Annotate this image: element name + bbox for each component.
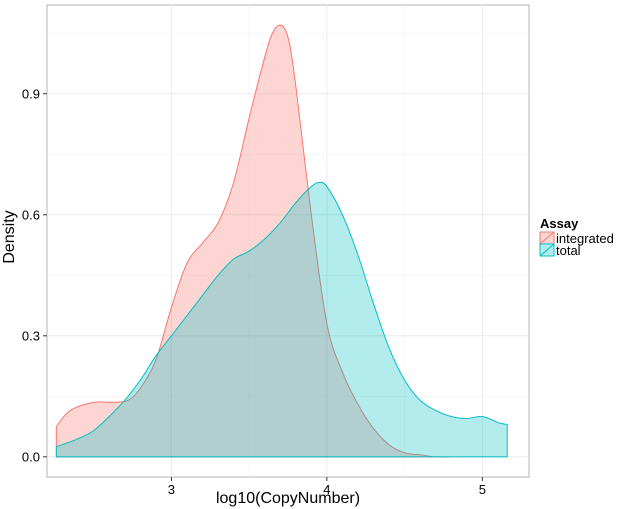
x-tick-label: 3 — [168, 482, 175, 497]
legend-item-integrated: integrated — [539, 231, 614, 246]
y-tick-label: 0.9 — [22, 86, 40, 101]
plot-panel — [46, 4, 530, 478]
x-axis-title: log10(CopyNumber) — [216, 490, 360, 507]
x-tick-label: 4 — [323, 482, 330, 497]
legend-title: Assay — [540, 216, 579, 231]
legend-item-total: total — [539, 243, 581, 258]
x-tick-label: 5 — [479, 482, 486, 497]
legend: Assay integrated total — [539, 216, 614, 258]
density-areas — [55, 24, 508, 458]
density-area-integrated — [55, 24, 452, 458]
density-area-total — [55, 181, 508, 458]
legend-key-slash-integrated — [539, 231, 555, 245]
y-tick-label: 0.0 — [22, 449, 40, 464]
y-axis: 0.0 0.3 0.6 0.9 — [22, 86, 47, 464]
legend-label-integrated: integrated — [556, 231, 614, 246]
y-axis-title: Density — [1, 210, 18, 263]
legend-key-slash-total — [539, 243, 555, 257]
y-tick-label: 0.6 — [22, 207, 40, 222]
y-tick-label: 0.3 — [22, 328, 40, 343]
legend-label-total: total — [556, 243, 581, 258]
x-axis: 3 4 5 — [168, 477, 486, 497]
